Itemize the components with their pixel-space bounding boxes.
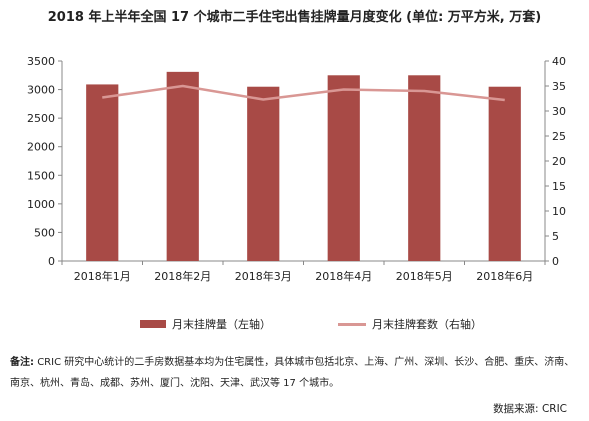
- y-right-tick-label: 35: [552, 80, 566, 93]
- x-tick-label: 2018年2月: [154, 269, 211, 283]
- y-right-tick-label: 5: [552, 230, 559, 243]
- x-tick-label: 2018年5月: [396, 269, 453, 283]
- legend-bar: 月末挂牌量（左轴）: [140, 316, 271, 332]
- y-left-tick-label: 1500: [27, 169, 55, 182]
- x-tick-label: 2018年6月: [476, 269, 533, 283]
- bar: [166, 71, 199, 261]
- bar: [86, 84, 119, 261]
- y-right-tick-label: 10: [552, 205, 566, 218]
- series-line: [102, 84, 505, 102]
- y-left-tick-label: 3500: [27, 55, 55, 68]
- legend-line-label: 月末挂牌套数（右轴）: [372, 318, 482, 331]
- chart-title: 2018 年上半年全国 17 个城市二手住宅出售挂牌量月度变化 (单位: 万平方…: [47, 10, 542, 25]
- y-left-tick-label: 2000: [27, 141, 55, 154]
- footnote-label: 备注:: [10, 357, 34, 368]
- y-left-tick-label: 2500: [27, 112, 55, 125]
- y-left-tick-label: 3000: [27, 84, 55, 97]
- y-left-tick-label: 1000: [27, 198, 55, 211]
- footnote: 备注: CRIC 研究中心统计的二手房数据基本均为住宅属性，具体城市包括北京、上…: [10, 352, 580, 394]
- y-right-tick-label: 30: [552, 105, 566, 118]
- x-tick-label: 2018年4月: [315, 269, 372, 283]
- legend-line: 月末挂牌套数（右轴）: [338, 316, 482, 332]
- bar: [408, 75, 441, 262]
- y-right-tick-label: 20: [552, 155, 566, 168]
- legend-bar-label: 月末挂牌量（左轴）: [172, 318, 271, 331]
- y-right-tick-label: 15: [552, 180, 566, 193]
- y-left-tick-label: 500: [34, 226, 55, 239]
- bar: [327, 75, 360, 262]
- data-source: 数据来源: CRIC: [493, 403, 567, 415]
- bar: [488, 86, 521, 261]
- y-right-tick-label: 25: [552, 130, 566, 143]
- y-right-tick-label: 40: [552, 55, 566, 68]
- legend-line-swatch: [338, 322, 366, 326]
- x-tick-label: 2018年1月: [74, 269, 131, 283]
- y-right-tick-label: 0: [552, 255, 559, 268]
- y-left-tick-label: 0: [48, 255, 55, 268]
- legend-bar-swatch: [140, 320, 166, 328]
- footnote-text: CRIC 研究中心统计的二手房数据基本均为住宅属性，具体城市包括北京、上海、广州…: [10, 357, 575, 389]
- bar: [247, 86, 280, 261]
- chart-canvas: 0 500 1000 1500 2000 2500 3000 3500 0 5 10 15 20 25 30…: [27, 55, 566, 283]
- x-tick-label: 2018年3月: [235, 269, 292, 283]
